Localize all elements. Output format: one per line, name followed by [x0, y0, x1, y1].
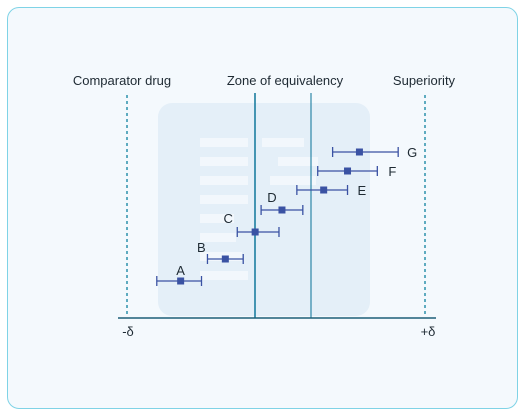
pos-delta-tick-label: +δ [421, 324, 436, 339]
neg-delta-tick-label: -δ [122, 324, 134, 339]
point-estimate-a [177, 277, 185, 285]
point-label-c: C [223, 211, 232, 226]
point-label-g: G [407, 145, 417, 160]
point-estimate-e [320, 186, 328, 194]
interval-marks: AB C D E FG [156, 145, 417, 286]
point-label-a: A [176, 263, 185, 278]
point-estimate-c [251, 228, 259, 236]
point-label-b: B [197, 240, 206, 255]
point-estimate-b [221, 255, 229, 263]
superiority-label: Superiority [393, 73, 456, 88]
background-bars [200, 138, 318, 280]
point-estimate-d [278, 206, 286, 214]
point-estimate-f [344, 167, 352, 175]
zone-of-equivalency-label: Zone of equivalency [227, 73, 344, 88]
point-label-f: F [388, 164, 396, 179]
point-estimate-g [355, 148, 363, 156]
point-label-d: D [267, 190, 276, 205]
comparator-drug-label: Comparator drug [73, 73, 171, 88]
point-label-e: E [358, 183, 367, 198]
